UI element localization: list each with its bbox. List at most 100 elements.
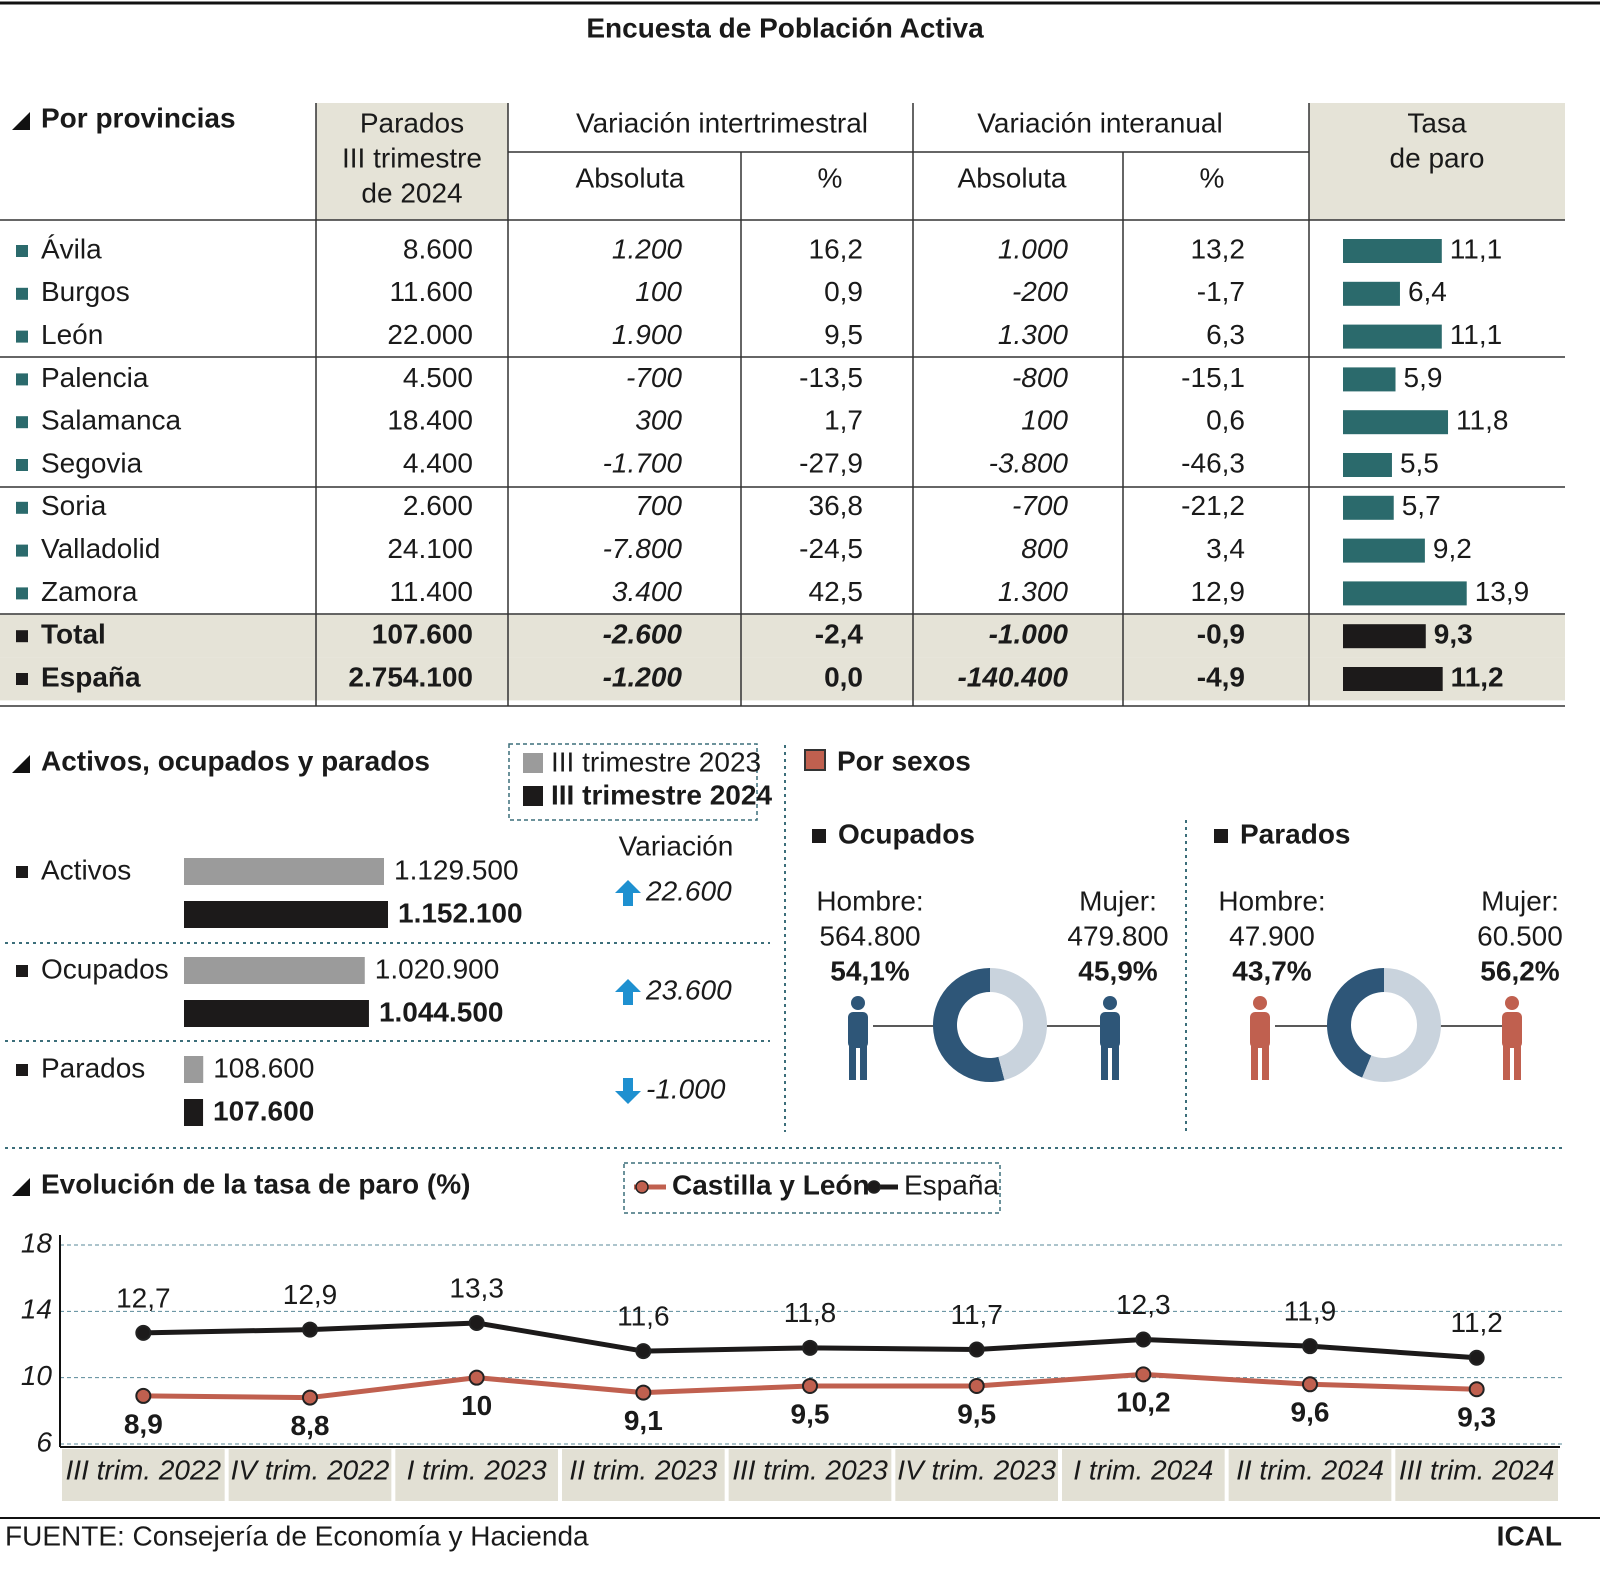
cell: 6,3	[1206, 319, 1245, 350]
variation-arrow	[615, 1078, 641, 1104]
point	[1135, 1331, 1152, 1348]
bar-label: 1.129.500	[394, 854, 519, 885]
donut-percent: 56,2%	[1480, 955, 1559, 986]
row-name: Soria	[41, 490, 107, 521]
cell: -21,2	[1181, 490, 1245, 521]
cell: -4,9	[1197, 661, 1245, 692]
tasa-label: 9,2	[1433, 533, 1472, 564]
cell: -13,5	[799, 362, 863, 393]
section-heading: Activos, ocupados y parados	[41, 745, 430, 776]
point-label: 9,5	[957, 1398, 996, 1429]
point-label: 9,6	[1291, 1397, 1330, 1428]
donut-percent: 54,1%	[830, 955, 909, 986]
row-name: Ávila	[41, 233, 102, 264]
x-tick-label: III trim. 2023	[732, 1454, 888, 1485]
legend-label: Castilla y León	[672, 1169, 870, 1200]
point	[302, 1321, 318, 1338]
point-label: 9,3	[1457, 1402, 1496, 1433]
x-tick-label: I trim. 2023	[407, 1454, 547, 1485]
point	[1468, 1349, 1485, 1366]
category-bg	[395, 1449, 558, 1501]
donut-category: Mujer:	[1481, 885, 1559, 916]
point	[468, 1369, 485, 1386]
icon-leg	[1503, 1046, 1510, 1080]
row-name: León	[41, 319, 103, 350]
icon-body	[1502, 1012, 1522, 1048]
point	[968, 1341, 985, 1358]
point-label: 12,7	[116, 1282, 171, 1313]
legend-label: III trimestre 2023	[551, 746, 761, 777]
cell: -700	[626, 362, 682, 393]
section-marker	[804, 749, 826, 771]
cell: 24.100	[387, 533, 473, 564]
column-group-header: Variación intertrimestral	[576, 107, 868, 138]
person-icon	[848, 996, 868, 1080]
tasa-label: 6,4	[1408, 276, 1447, 307]
y-tick-label: 18	[21, 1227, 53, 1258]
cell: -2.600	[603, 619, 683, 650]
category-label: Activos	[41, 854, 131, 885]
row-marker	[16, 459, 28, 471]
row-name: Zamora	[41, 576, 138, 607]
cell: -46,3	[1181, 447, 1245, 478]
donut-segment	[1362, 968, 1441, 1082]
cell: 16,2	[809, 233, 864, 264]
donut-percent: 45,9%	[1078, 955, 1157, 986]
row-name: Segovia	[41, 447, 143, 478]
chart-title: Parados	[1240, 818, 1351, 849]
cell: 13,2	[1191, 233, 1246, 264]
bar	[184, 957, 365, 984]
point	[468, 1314, 485, 1331]
row-marker	[16, 1064, 28, 1076]
row-marker	[16, 287, 28, 300]
tasa-label: 9,3	[1434, 619, 1473, 650]
row-marker	[16, 373, 28, 386]
section-heading: Por sexos	[837, 745, 971, 776]
total-row-bg	[0, 657, 1565, 701]
cell: 12,9	[1191, 576, 1246, 607]
tasa-label: 11,1	[1450, 233, 1502, 264]
variation-title: Variación	[619, 830, 734, 861]
point-label: 11,9	[1284, 1296, 1336, 1327]
point	[1302, 1338, 1318, 1355]
tasa-bar	[1343, 624, 1426, 649]
section-marker	[12, 755, 30, 773]
icon-body	[848, 1012, 868, 1048]
variation-label: -1.000	[646, 1073, 726, 1104]
cell: -1.000	[989, 619, 1069, 650]
cell: 0,9	[824, 276, 863, 307]
section-heading: Por provincias	[41, 102, 236, 133]
category-bg	[895, 1449, 1058, 1501]
row-marker	[16, 965, 28, 977]
cell: -2,4	[815, 619, 864, 650]
cell: 1.900	[612, 319, 682, 350]
cell: 300	[635, 405, 682, 436]
row-marker	[16, 544, 28, 557]
bar	[184, 1056, 204, 1083]
cell: -0,9	[1197, 619, 1245, 650]
source: FUENTE: Consejería de Economía y Haciend…	[5, 1520, 589, 1551]
icon-head	[1505, 996, 1519, 1010]
point-label: 8,8	[291, 1410, 330, 1441]
title: Encuesta de Población Activa	[586, 12, 984, 43]
point-label: 13,3	[449, 1272, 504, 1303]
icon-leg	[1262, 1046, 1269, 1080]
row-name: Burgos	[41, 276, 130, 307]
bar-label: 1.020.900	[375, 953, 500, 984]
cell: -15,1	[1181, 362, 1245, 393]
column-header: de 2024	[361, 177, 462, 208]
cell: -7.800	[603, 533, 683, 564]
point	[802, 1377, 818, 1394]
legend-marker	[635, 1180, 649, 1194]
icon-body	[1100, 1012, 1120, 1048]
cell: 36,8	[809, 490, 864, 521]
legend-swatch	[523, 753, 543, 773]
tasa-bar	[1343, 324, 1442, 349]
cell: 11.600	[389, 276, 473, 307]
x-tick-label: IV trim. 2023	[897, 1454, 1056, 1485]
tasa-label: 5,5	[1400, 447, 1439, 478]
point	[1468, 1381, 1485, 1398]
row-name: Palencia	[41, 362, 149, 393]
column-header: Absoluta	[576, 162, 685, 193]
